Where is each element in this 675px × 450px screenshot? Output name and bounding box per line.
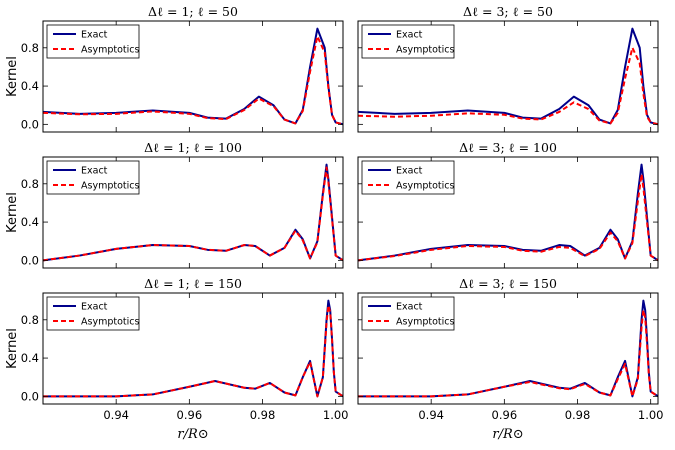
legend-exact-label: Exact bbox=[81, 166, 108, 177]
legend-frame bbox=[361, 24, 455, 59]
legend: Exact Asymptotics bbox=[361, 160, 455, 195]
legend-asymptotics-label: Asymptotics bbox=[81, 181, 139, 192]
series-asymptotics-line bbox=[358, 309, 658, 398]
series-asymptotics-line bbox=[43, 166, 343, 262]
panel-2: Δℓ = 3; ℓ = 50 Exact Asymptotics bbox=[357, 4, 659, 133]
plot-frame bbox=[42, 20, 344, 133]
legend-exact-label: Exact bbox=[81, 30, 108, 41]
panel-title: Δℓ = 3; ℓ = 150 bbox=[459, 276, 557, 291]
legend-frame bbox=[361, 160, 455, 195]
legend-frame bbox=[361, 296, 455, 331]
series-asymptotics-line bbox=[43, 35, 343, 126]
y-tick-label: 0.8 bbox=[21, 41, 39, 55]
y-tick-label: 0.8 bbox=[21, 313, 39, 327]
legend-asymptotics-label: Asymptotics bbox=[81, 45, 139, 56]
y-axis-label: Kernel bbox=[5, 328, 20, 369]
panel-6: Δℓ = 3; ℓ = 150 0.94 0.96 0.98 1.00 Exact Asym… bbox=[357, 276, 664, 442]
panel-title: Δℓ = 3; ℓ = 100 bbox=[459, 140, 557, 155]
x-tick-label: 1.00 bbox=[638, 408, 664, 422]
legend: Exact Asymptotics bbox=[46, 160, 140, 195]
y-tick-label: 0.4 bbox=[21, 215, 39, 229]
legend-frame bbox=[46, 296, 140, 331]
panel-title: Δℓ = 1; ℓ = 150 bbox=[144, 276, 242, 291]
panel-3: Δℓ = 1; ℓ = 100 0.0 0.4 0.8 Exact Asymptotics… bbox=[5, 140, 344, 269]
series-exact-line bbox=[358, 27, 658, 126]
series-asymptotics-line bbox=[358, 46, 658, 126]
x-tick-label: 1.00 bbox=[323, 408, 349, 422]
plot-frame bbox=[357, 156, 659, 269]
plot-frame bbox=[357, 20, 659, 133]
legend: Exact Asymptotics bbox=[46, 24, 140, 59]
legend-exact-label: Exact bbox=[81, 302, 108, 313]
x-tick-label: 0.94 bbox=[418, 408, 444, 422]
x-tick-label: 0.96 bbox=[177, 408, 203, 422]
y-tick-label: 0.4 bbox=[21, 79, 39, 93]
y-axis-label: Kernel bbox=[5, 192, 20, 233]
panel-title: Δℓ = 3; ℓ = 50 bbox=[463, 4, 553, 19]
plot-frame bbox=[42, 156, 344, 269]
legend-frame bbox=[46, 160, 140, 195]
y-tick-label: 0.8 bbox=[21, 177, 39, 191]
legend: Exact Asymptotics bbox=[361, 296, 455, 331]
panel-5: Δℓ = 1; ℓ = 150 0.0 0.4 0.8 0.94 0.96 0.98 1.00… bbox=[5, 276, 348, 442]
x-tick-label: 0.98 bbox=[565, 408, 591, 422]
y-tick-label: 0.0 bbox=[21, 253, 39, 267]
x-axis-label: r/R⊙ bbox=[177, 427, 208, 442]
series-asymptotics-line bbox=[43, 304, 343, 398]
legend-asymptotics-label: Asymptotics bbox=[396, 181, 454, 192]
legend-exact-label: Exact bbox=[396, 302, 423, 313]
legend-asymptotics-label: Asymptotics bbox=[81, 317, 139, 328]
x-axis-label: r/R⊙ bbox=[492, 427, 523, 442]
y-tick-label: 0.0 bbox=[21, 389, 39, 403]
legend-frame bbox=[46, 24, 140, 59]
legend-asymptotics-label: Asymptotics bbox=[396, 317, 454, 328]
legend: Exact Asymptotics bbox=[361, 24, 455, 59]
legend-exact-label: Exact bbox=[396, 30, 423, 41]
y-axis-label: Kernel bbox=[5, 56, 20, 97]
legend: Exact Asymptotics bbox=[46, 296, 140, 331]
legend-exact-label: Exact bbox=[396, 166, 423, 177]
x-tick-label: 0.96 bbox=[492, 408, 518, 422]
y-tick-label: 0.0 bbox=[21, 117, 39, 131]
panel-1: Δℓ = 1; ℓ = 50 0.0 0.4 0.8 Exact Asymptotics K… bbox=[5, 4, 344, 133]
panel-4: Δℓ = 3; ℓ = 100 Exact Asymptotics bbox=[357, 140, 659, 269]
legend-asymptotics-label: Asymptotics bbox=[396, 45, 454, 56]
series-asymptotics-line bbox=[358, 173, 658, 262]
panel-title: Δℓ = 1; ℓ = 100 bbox=[144, 140, 242, 155]
x-tick-label: 0.94 bbox=[103, 408, 129, 422]
panel-title: Δℓ = 1; ℓ = 50 bbox=[148, 4, 238, 19]
y-tick-label: 0.4 bbox=[21, 351, 39, 365]
x-tick-label: 0.98 bbox=[250, 408, 276, 422]
plot-frame bbox=[42, 292, 344, 405]
plot-frame bbox=[357, 292, 659, 405]
